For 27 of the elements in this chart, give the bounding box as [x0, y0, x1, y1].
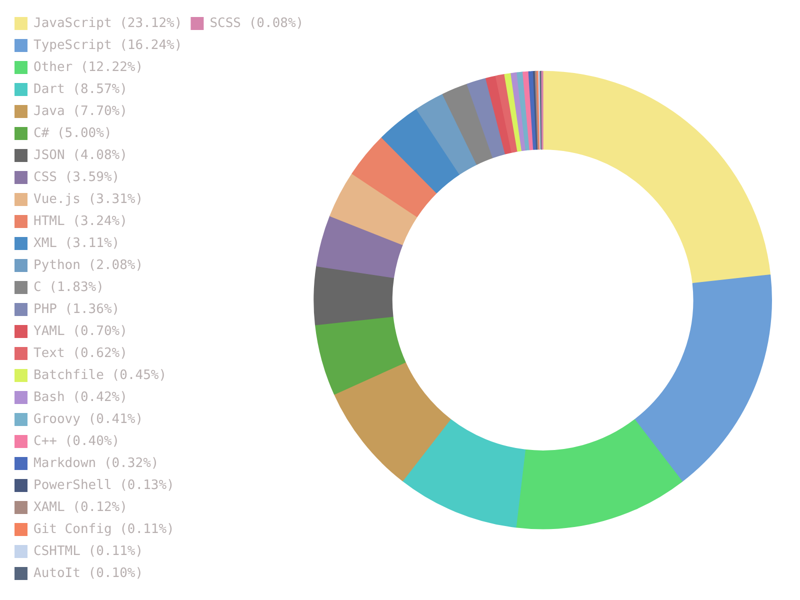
legend-label: Dart (8.57%): [34, 82, 128, 97]
legend-label: C# (5.00%): [34, 126, 112, 141]
legend-label: XML (3.11%): [34, 236, 120, 251]
legend-label: CSHTML (0.11%): [34, 544, 144, 559]
legend-label: Other (12.22%): [34, 60, 144, 75]
legend-label: XAML (0.12%): [34, 500, 128, 515]
legend-label: Java (7.70%): [34, 104, 128, 119]
legend-label: Python (2.08%): [34, 258, 144, 273]
legend-label: C++ (0.40%): [34, 434, 120, 449]
legend-label: Text (0.62%): [34, 346, 128, 361]
legend-label: Batchfile (0.45%): [34, 368, 167, 383]
legend-label: Groovy (0.41%): [34, 412, 144, 427]
legend-label: JavaScript (23.12%): [34, 16, 182, 31]
legend-label: C (1.83%): [34, 280, 104, 295]
legend-label: SCSS (0.08%): [210, 16, 304, 31]
legend-label: PowerShell (0.13%): [34, 478, 174, 493]
legend-label: CSS (3.59%): [34, 170, 120, 185]
legend-label: AutoIt (0.10%): [34, 566, 144, 581]
legend-label: Bash (0.42%): [34, 390, 128, 405]
legend-label: HTML (3.24%): [34, 214, 128, 229]
legend-label: Vue.js (3.31%): [34, 192, 144, 207]
legend-label: TypeScript (16.24%): [34, 38, 182, 53]
legend-label: JSON (4.08%): [34, 148, 128, 163]
legend-label: YAML (0.70%): [34, 324, 128, 339]
legend-label: Markdown (0.32%): [34, 456, 159, 471]
legend-label: Git Config (0.11%): [34, 522, 174, 537]
legend-label: PHP (1.36%): [34, 302, 120, 317]
